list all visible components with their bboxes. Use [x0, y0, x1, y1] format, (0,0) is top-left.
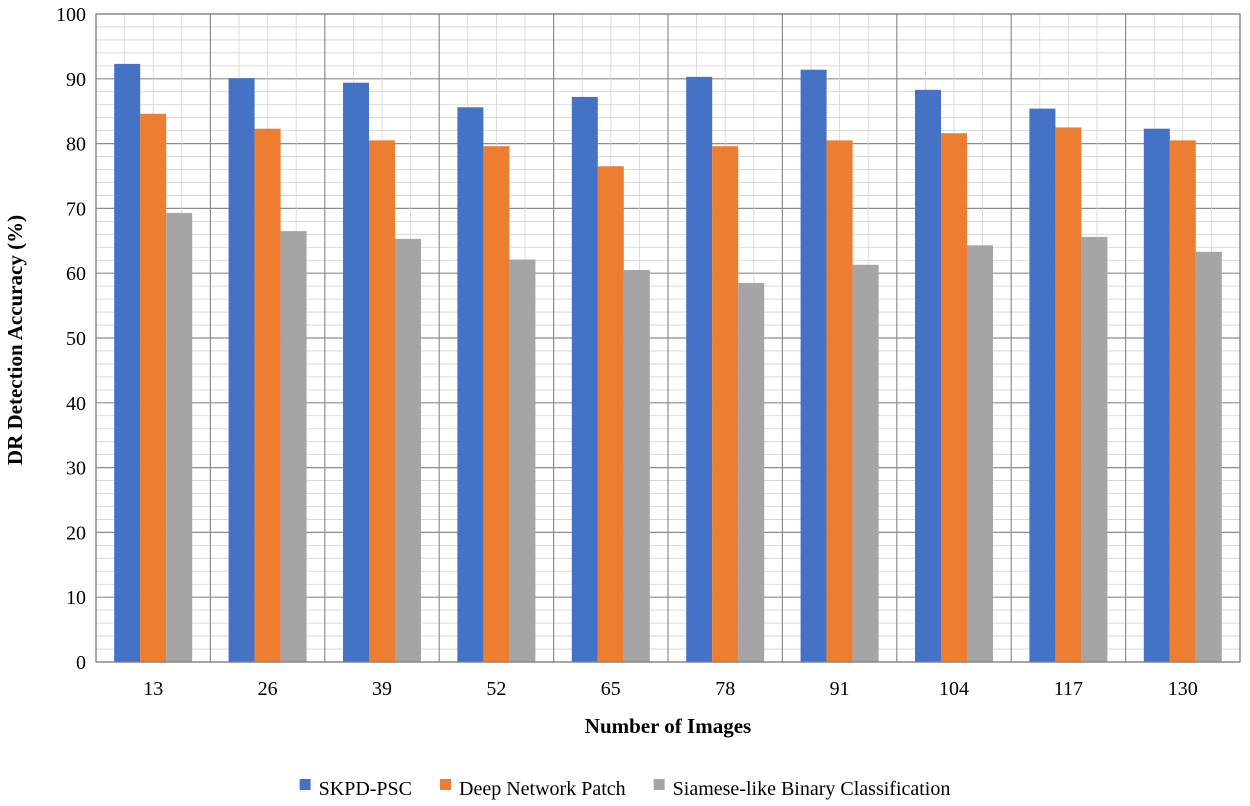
legend-label: Deep Network Patch: [459, 778, 626, 800]
bar-deep-network-patch-78: [712, 146, 739, 662]
legend-item-skpd-psc: SKPD-PSC: [299, 778, 412, 800]
y-tick-label: 50: [66, 328, 86, 350]
legend-label: SKPD-PSC: [319, 778, 412, 800]
bar-siamese-like-binary-classification-117: [1081, 236, 1108, 663]
bar-deep-network-patch-39: [369, 140, 395, 663]
bar-siamese-like-binary-classification-130: [1195, 251, 1222, 663]
bar-skpd-psc-104: [915, 89, 941, 663]
x-tick-label: 65: [601, 678, 621, 700]
bar-siamese-like-binary-classification-39: [395, 238, 421, 662]
bar-siamese-like-binary-classification-65: [623, 269, 650, 662]
bar-skpd-psc-39: [343, 82, 369, 663]
legend: SKPD-PSC Deep Network Patch Siamese-like B…: [299, 778, 951, 800]
y-tick-label: 30: [66, 458, 86, 480]
y-tick-label: 90: [66, 69, 86, 91]
x-tick-label: 26: [258, 678, 278, 700]
y-tick-label: 10: [66, 587, 86, 609]
bar-siamese-like-binary-classification-91: [852, 264, 879, 662]
plot-border: [95, 13, 1241, 663]
bars-layer: [114, 63, 1222, 663]
bar-siamese-like-binary-classification-26: [280, 231, 307, 662]
x-tick-label: 13: [143, 678, 163, 700]
y-tick-label: 70: [66, 198, 86, 220]
bar-deep-network-patch-104: [941, 133, 967, 662]
y-tick-label: 60: [66, 263, 86, 285]
y-tick-label: 20: [66, 522, 86, 544]
bar-skpd-psc-65: [571, 96, 598, 663]
bar-skpd-psc-78: [686, 76, 713, 662]
x-axis-title: Number of Images: [585, 714, 751, 738]
y-axis-title: DR Detection Accuracy (%): [3, 215, 27, 465]
y-tick-label: 100: [56, 4, 86, 26]
y-tick-label: 0: [76, 652, 86, 674]
bar-skpd-psc-13: [114, 63, 141, 663]
bar-skpd-psc-91: [800, 69, 827, 662]
y-tick-label: 80: [66, 134, 86, 156]
bar-siamese-like-binary-classification-78: [738, 282, 765, 662]
bar-deep-network-patch-52: [483, 146, 510, 662]
bar-skpd-psc-26: [228, 78, 255, 663]
legend-item-deep-network-patch: Deep Network Patch: [440, 778, 626, 800]
x-tick-label: 39: [372, 678, 392, 700]
bar-deep-network-patch-91: [826, 140, 853, 663]
x-tick-label: 78: [715, 678, 735, 700]
legend-label: Siamese-like Binary Classification: [673, 778, 951, 800]
axis-layer: [95, 13, 1241, 663]
bar-siamese-like-binary-classification-104: [967, 245, 993, 662]
legend-swatch: [440, 779, 452, 790]
bar-skpd-psc-52: [457, 107, 484, 662]
bar-deep-network-patch-130: [1169, 140, 1196, 663]
legend-swatch: [653, 779, 665, 790]
bar-skpd-psc-117: [1029, 108, 1056, 662]
bar-deep-network-patch-65: [597, 166, 624, 662]
labels-layer: 0 10 20 30 40 50 60 70 80 90 100 13 26 39 52 65 78 91 104 1…: [56, 4, 1198, 700]
bar-deep-network-patch-117: [1055, 127, 1082, 662]
bar-deep-network-patch-26: [254, 128, 281, 663]
x-tick-label: 117: [1054, 678, 1083, 700]
x-tick-label: 91: [830, 678, 850, 700]
x-tick-label: 104: [939, 678, 969, 700]
legend-item-siamese-like-binary-classification: Siamese-like Binary Classification: [653, 778, 951, 800]
bar-siamese-like-binary-classification-13: [166, 212, 193, 662]
x-tick-label: 130: [1168, 678, 1198, 700]
bar-deep-network-patch-13: [140, 113, 167, 663]
x-tick-label: 52: [486, 678, 506, 700]
legend-swatch: [299, 779, 311, 790]
bar-siamese-like-binary-classification-52: [509, 259, 536, 662]
y-tick-label: 40: [66, 393, 86, 415]
bar-skpd-psc-130: [1143, 128, 1170, 663]
